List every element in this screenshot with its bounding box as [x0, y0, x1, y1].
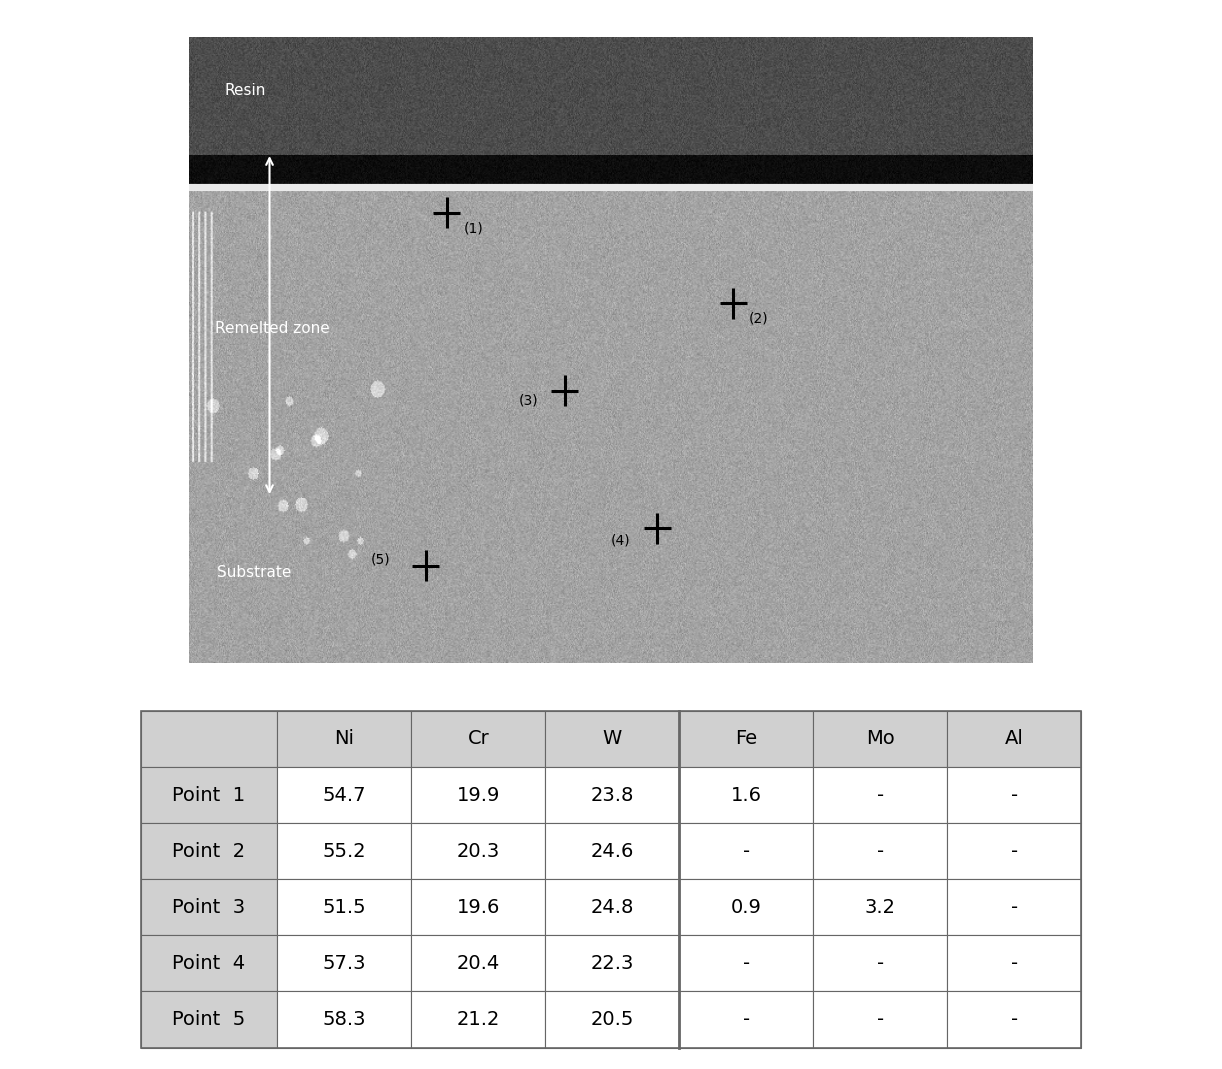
Text: 23.8: 23.8 [590, 786, 634, 805]
Text: (5): (5) [370, 553, 390, 567]
Text: 51.5: 51.5 [323, 898, 367, 917]
Text: 0.9: 0.9 [731, 898, 761, 917]
Text: -: - [1011, 841, 1018, 861]
Bar [814, 935, 947, 992]
Bar [947, 711, 1081, 768]
Bar [277, 768, 412, 823]
Text: (1): (1) [463, 221, 483, 235]
Text: -: - [877, 841, 884, 861]
Bar [545, 823, 679, 879]
Text: (2): (2) [748, 312, 769, 326]
Text: Point  1: Point 1 [172, 786, 246, 805]
Bar [141, 992, 277, 1048]
Text: 21.2: 21.2 [457, 1010, 500, 1029]
Bar [141, 768, 277, 823]
Text: -: - [1011, 786, 1018, 805]
Bar [412, 823, 545, 879]
Text: 24.6: 24.6 [590, 841, 634, 861]
Bar [814, 879, 947, 935]
Text: -: - [1011, 898, 1018, 917]
Bar [141, 935, 277, 992]
Text: Point  3: Point 3 [172, 898, 246, 917]
Text: -: - [877, 954, 884, 973]
Text: (4): (4) [611, 533, 631, 547]
Text: 54.7: 54.7 [323, 786, 367, 805]
Text: -: - [743, 954, 750, 973]
Text: (3): (3) [518, 393, 538, 407]
Bar [545, 711, 679, 768]
Text: -: - [877, 786, 884, 805]
Bar [814, 992, 947, 1048]
Text: 58.3: 58.3 [323, 1010, 367, 1029]
Text: 20.4: 20.4 [457, 954, 500, 973]
Bar [947, 935, 1081, 992]
Bar [679, 768, 814, 823]
Text: 24.8: 24.8 [590, 898, 634, 917]
Bar [679, 935, 814, 992]
Text: Ni: Ni [335, 729, 354, 748]
Bar [947, 879, 1081, 935]
Text: -: - [743, 1010, 750, 1029]
Text: 19.9: 19.9 [457, 786, 500, 805]
Text: Point  4: Point 4 [172, 954, 246, 973]
Bar [814, 768, 947, 823]
Bar [412, 879, 545, 935]
Bar [679, 711, 814, 768]
Text: Al: Al [1004, 729, 1024, 748]
Text: 22.3: 22.3 [590, 954, 634, 973]
Bar [545, 992, 679, 1048]
Text: -: - [1011, 954, 1018, 973]
Text: 19.6: 19.6 [457, 898, 500, 917]
Bar [545, 768, 679, 823]
Text: 1.6: 1.6 [731, 786, 763, 805]
Bar [814, 823, 947, 879]
Text: Point  2: Point 2 [172, 841, 246, 861]
Bar [679, 879, 814, 935]
Bar [277, 823, 412, 879]
Text: -: - [877, 1010, 884, 1029]
Bar [141, 711, 277, 768]
Text: Fe: Fe [736, 729, 758, 748]
Text: 20.3: 20.3 [457, 841, 500, 861]
Text: 20.5: 20.5 [590, 1010, 634, 1029]
Text: Mo: Mo [866, 729, 895, 748]
Text: 55.2: 55.2 [323, 841, 367, 861]
Bar [277, 935, 412, 992]
Bar [947, 823, 1081, 879]
Text: W: W [602, 729, 622, 748]
Bar [679, 992, 814, 1048]
Text: 57.3: 57.3 [323, 954, 367, 973]
Bar [545, 935, 679, 992]
Bar [412, 935, 545, 992]
Text: -: - [743, 841, 750, 861]
Text: Resin: Resin [225, 83, 266, 98]
Bar [679, 823, 814, 879]
Text: Remelted zone: Remelted zone [215, 321, 330, 336]
Bar [412, 992, 545, 1048]
Bar [412, 711, 545, 768]
Bar [141, 879, 277, 935]
Text: Substrate: Substrate [218, 564, 292, 579]
Bar [277, 879, 412, 935]
Bar [277, 992, 412, 1048]
Bar [412, 768, 545, 823]
Text: Point  5: Point 5 [172, 1010, 246, 1029]
Text: -: - [1011, 1010, 1018, 1029]
Bar [947, 992, 1081, 1048]
Text: 3.2: 3.2 [865, 898, 896, 917]
Text: Cr: Cr [468, 729, 489, 748]
Bar [947, 768, 1081, 823]
Bar [141, 823, 277, 879]
Bar [277, 711, 412, 768]
Bar [814, 711, 947, 768]
Bar [545, 879, 679, 935]
